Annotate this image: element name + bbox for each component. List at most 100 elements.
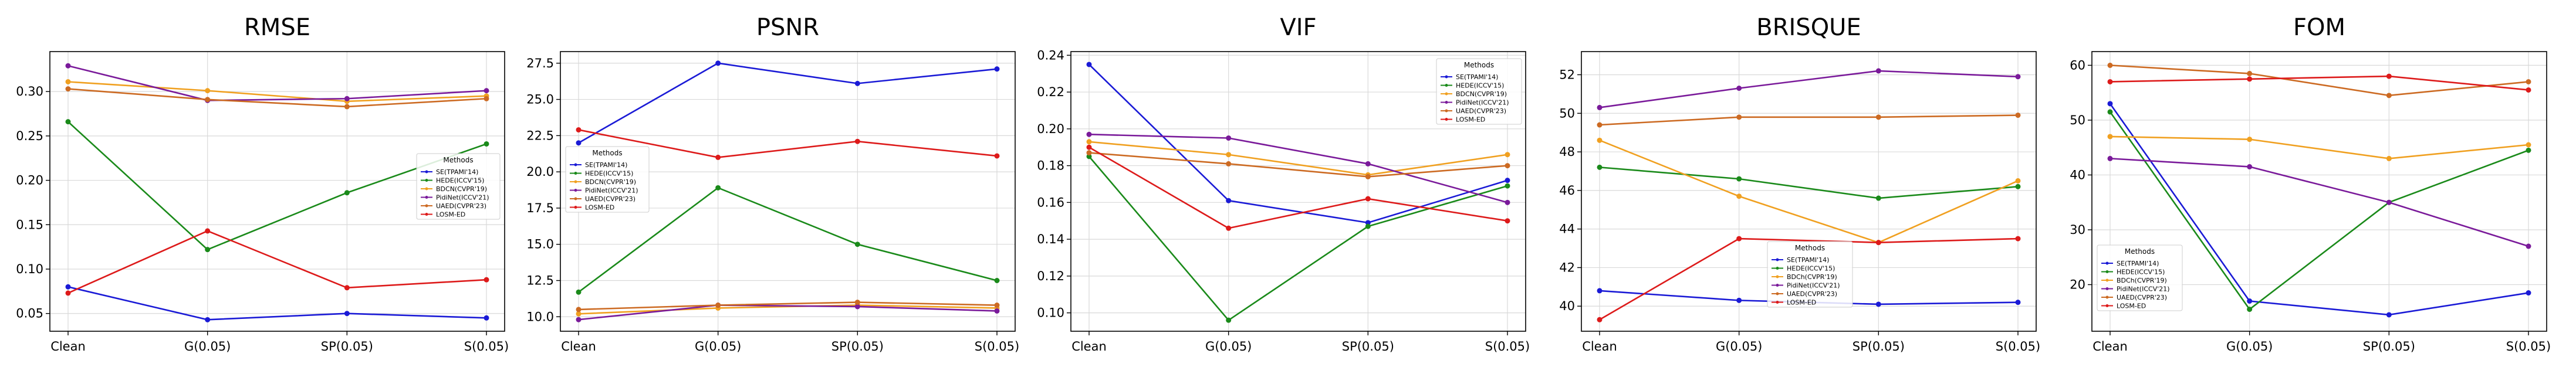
x-tick-label: Clean (1582, 339, 1617, 354)
series-line-losm-ed (578, 129, 998, 158)
data-point-losm-ed (1226, 225, 1232, 231)
data-point-pidinet-iccv-21 (1736, 86, 1742, 91)
x-tick-label: G(0.05) (1205, 339, 1252, 354)
data-point-losm-ed (1597, 317, 1603, 322)
data-point-hede-iccv-15 (1505, 183, 1510, 189)
data-point-hede-iccv-15 (854, 242, 860, 247)
legend-marker (1776, 292, 1779, 295)
data-point-losm-ed (1505, 218, 1510, 224)
x-tick-label: S(0.05) (2506, 339, 2551, 354)
x-tick-label: S(0.05) (464, 339, 509, 354)
data-point-hede-iccv-15 (2526, 147, 2531, 153)
series-line-uaed-cvpr-23 (67, 88, 487, 108)
data-point-bdch-cvpr-19 (2526, 142, 2531, 148)
legend-box (1767, 241, 1853, 308)
data-point-uaed-cvpr-23 (2107, 62, 2113, 68)
series-line-uaed-cvpr-23 (578, 301, 998, 311)
data-point-se-tpami-14 (1086, 62, 1092, 67)
series-line-bdch-cvpr-19 (2110, 135, 2529, 159)
data-point-losm-ed (65, 290, 71, 296)
legend-marker (574, 189, 577, 192)
legend-entry: BDCh(CVPR'19) (2117, 277, 2167, 284)
data-point-pidinet-iccv-21 (2526, 243, 2531, 249)
y-tick-label: 42 (1559, 260, 1575, 274)
data-point-se-tpami-14 (2386, 312, 2392, 318)
data-point-pidinet-iccv-21 (1226, 135, 1232, 141)
series-line-losm-ed (2110, 75, 2529, 91)
legend-entry: BDCN(CVPR'19) (436, 185, 487, 193)
data-point-hede-iccv-15 (576, 289, 582, 295)
data-point-se-tpami-14 (1597, 288, 1603, 294)
legend-marker (1445, 84, 1448, 87)
series-line-se-tpami-14 (1088, 64, 1508, 224)
y-tick-label: 0.12 (1037, 269, 1064, 283)
y-tick-label: 22.5 (526, 128, 554, 142)
x-tick-label: S(0.05) (975, 339, 1019, 354)
data-point-pidinet-iccv-21 (994, 308, 1000, 314)
chart-title: FOM (2293, 14, 2345, 41)
legend-entry: UAED(CVPR'23) (436, 202, 486, 210)
y-tick-label: 20 (2070, 278, 2085, 292)
data-point-uaed-cvpr-23 (205, 97, 211, 103)
data-point-se-tpami-14 (1505, 178, 1510, 184)
legend-marker (1445, 109, 1448, 113)
data-point-pidinet-iccv-21 (854, 304, 860, 310)
data-point-pidinet-iccv-21 (1505, 199, 1510, 205)
data-point-se-tpami-14 (1226, 198, 1232, 203)
data-point-uaed-cvpr-23 (484, 96, 489, 101)
legend-entry: UAED(CVPR'23) (2117, 294, 2167, 301)
data-point-bdcn-cvpr-19 (1226, 152, 1232, 158)
legend-entry: UAED(CVPR'23) (585, 195, 635, 203)
data-point-pidinet-iccv-21 (65, 63, 71, 69)
y-tick-label: 12.5 (526, 273, 554, 287)
legend: Methods SE(TPAMI'14)HEDE(ICCV'15)BDCN(CVP… (1436, 58, 1522, 125)
legend-marker (2105, 295, 2109, 299)
legend-entry: BDCh(CVPR'19) (1787, 273, 1837, 281)
data-point-pidinet-iccv-21 (1875, 68, 1881, 74)
series-line-losm-ed (1088, 147, 1508, 229)
x-tick-label: SP(0.05) (2363, 339, 2415, 354)
y-tick-label: 60 (2070, 58, 2085, 72)
legend-entry: PidiNet(ICCV'21) (1456, 99, 1509, 107)
series-line-uaed-cvpr-23 (2110, 64, 2529, 97)
chart-fom: 20 30 40 50 60 Clean G(0.05) SP(0.05) S(0.05) FOM… (2070, 14, 2551, 354)
y-tick-label: 40 (2070, 168, 2085, 182)
data-point-pidinet-iccv-21 (344, 96, 350, 101)
legend-box (416, 153, 501, 220)
series-line-pidinet-iccv-21 (578, 304, 998, 321)
data-point-hede-iccv-15 (1226, 317, 1232, 323)
y-tick-label: 50 (2070, 113, 2085, 127)
x-tick-label: SP(0.05) (831, 339, 884, 354)
y-tick-label: 0.25 (16, 129, 43, 143)
data-point-hede-iccv-15 (2015, 184, 2021, 189)
x-tick-label: Clean (561, 339, 596, 354)
legend-entry: HEDE(ICCV'15) (436, 177, 484, 185)
series-line-hede-iccv-15 (1088, 156, 1508, 321)
legend-marker (2105, 287, 2109, 290)
x-tick-label: SP(0.05) (1342, 339, 1394, 354)
data-point-bdcn-cvpr-19 (205, 88, 211, 94)
data-point-pidinet-iccv-21 (2107, 155, 2113, 161)
legend-entry: LOSM-ED (585, 204, 614, 212)
x-tick-label: G(0.05) (695, 339, 741, 354)
data-point-se-tpami-14 (205, 317, 211, 322)
data-point-bdch-cvpr-19 (2386, 155, 2392, 161)
legend-marker (425, 213, 428, 216)
y-tick-label: 0.10 (16, 262, 43, 276)
data-point-losm-ed (715, 154, 721, 160)
legend-entry: SE(TPAMI'14) (585, 161, 627, 169)
series-line-bdcn-cvpr-19 (67, 81, 487, 103)
legend-marker (1776, 258, 1779, 261)
legend-title: Methods (1795, 244, 1825, 252)
data-point-bdcn-cvpr-19 (65, 79, 71, 84)
legend-marker (1445, 101, 1448, 104)
x-tick-label: Clean (2092, 339, 2128, 354)
series-line-losm-ed (67, 230, 487, 294)
data-point-uaed-cvpr-23 (715, 303, 721, 308)
data-point-losm-ed (2015, 236, 2021, 242)
x-tick-label: SP(0.05) (321, 339, 373, 354)
data-point-uaed-cvpr-23 (576, 307, 582, 312)
legend-entry: UAED(CVPR'23) (1787, 290, 1837, 298)
y-tick-label: 30 (2070, 223, 2085, 237)
chart-brisque: 40 42 44 46 48 50 52 Clean G(0.05) SP(0.05) S(0.05… (1559, 14, 2040, 354)
